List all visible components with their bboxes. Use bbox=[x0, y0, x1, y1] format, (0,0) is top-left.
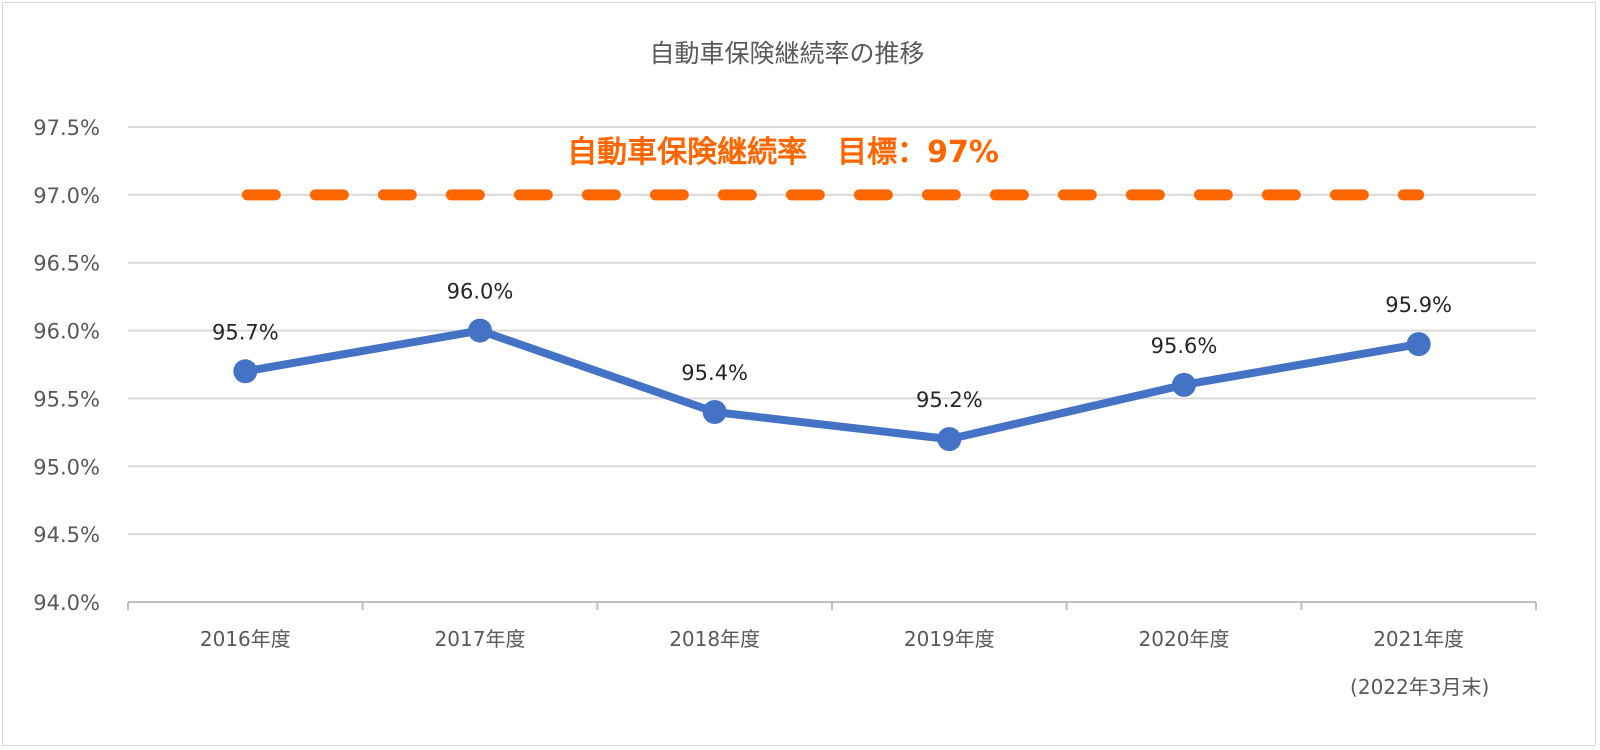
x-tick-sublabel: (2022年3月末) bbox=[1350, 675, 1489, 699]
data-label: 95.4% bbox=[681, 361, 748, 385]
data-point bbox=[1172, 372, 1196, 397]
y-tick-label: 97.0% bbox=[33, 184, 100, 208]
data-label: 95.9% bbox=[1385, 293, 1452, 317]
chart-title: 自動車保険継続率の推移 bbox=[649, 39, 924, 68]
x-tick-label: 2021年度 bbox=[1373, 627, 1464, 651]
data-label: 95.6% bbox=[1151, 334, 1218, 358]
x-tick-label: 2018年度 bbox=[669, 627, 760, 651]
target-label: 自動車保険継続率 目標：97% bbox=[567, 135, 999, 170]
y-tick-label: 97.5% bbox=[33, 116, 100, 140]
data-point bbox=[468, 318, 492, 343]
data-point bbox=[702, 400, 727, 424]
data-point bbox=[1406, 332, 1431, 357]
data-label: 95.7% bbox=[212, 320, 279, 344]
data-label: 96.0% bbox=[447, 280, 514, 304]
series-line bbox=[244, 326, 1420, 444]
data-label: 95.2% bbox=[916, 388, 983, 412]
y-tick-label: 94.0% bbox=[33, 591, 100, 615]
y-tick-label: 94.5% bbox=[33, 523, 100, 547]
y-tick-label: 95.5% bbox=[33, 387, 100, 411]
x-tick-label: 2016年度 bbox=[200, 627, 291, 651]
y-tick-label: 95.0% bbox=[33, 455, 100, 479]
x-tick-label: 2017年度 bbox=[435, 627, 526, 651]
data-point bbox=[233, 359, 258, 384]
x-tick-label: 2019年度 bbox=[904, 627, 995, 651]
x-tick-label: 2020年度 bbox=[1139, 627, 1230, 651]
y-tick-label: 96.0% bbox=[33, 320, 100, 344]
data-point bbox=[937, 427, 962, 452]
y-tick-label: 96.5% bbox=[33, 252, 100, 276]
